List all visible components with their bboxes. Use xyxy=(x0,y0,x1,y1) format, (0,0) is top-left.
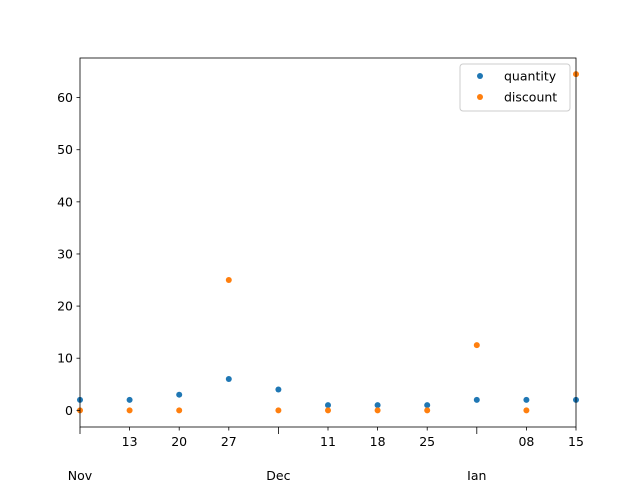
x-tick-label: 27 xyxy=(221,434,237,449)
x-tick-label: 18 xyxy=(370,434,386,449)
data-point-discount xyxy=(424,407,431,414)
x-month-label: Nov xyxy=(68,468,93,480)
x-tick-label: 15 xyxy=(568,434,584,449)
data-point-discount xyxy=(225,277,232,284)
data-point-quantity xyxy=(374,402,381,409)
data-point-quantity xyxy=(126,396,133,403)
legend-label: quantity xyxy=(504,69,557,84)
data-point-quantity xyxy=(523,396,530,403)
x-tick-label: 25 xyxy=(419,434,435,449)
y-tick-label: 60 xyxy=(57,90,73,105)
data-point-quantity xyxy=(424,402,431,409)
x-tick-label: 11 xyxy=(320,434,336,449)
x-tick-label: 13 xyxy=(122,434,138,449)
y-tick-label: 20 xyxy=(57,299,73,314)
data-point-quantity xyxy=(176,391,183,398)
x-tick-label: 08 xyxy=(518,434,534,449)
axes-frame xyxy=(79,57,577,428)
legend-label: discount xyxy=(504,90,557,105)
data-point-discount xyxy=(176,407,183,414)
data-points xyxy=(77,71,579,414)
legend-marker-discount xyxy=(477,94,483,100)
data-point-discount xyxy=(126,407,133,414)
y-tick-label: 0 xyxy=(65,403,73,418)
y-tick-label: 50 xyxy=(57,142,73,157)
axes: 0 10 20 30 40 50 60 13 20 27 11 18 25 08 15 Nov Dec Jan xyxy=(57,57,584,480)
y-tick-label: 30 xyxy=(57,246,73,261)
data-point-quantity xyxy=(325,402,331,409)
data-point-quantity xyxy=(275,386,282,393)
data-point-discount xyxy=(473,342,480,349)
x-month-label: Dec xyxy=(266,468,290,480)
y-tick-label: 10 xyxy=(57,351,73,366)
data-point-discount xyxy=(374,407,381,414)
data-point-quantity xyxy=(225,376,232,383)
data-point-discount xyxy=(325,407,331,414)
legend: quantity discount xyxy=(459,63,571,112)
data-point-discount xyxy=(523,407,530,414)
data-point-quantity xyxy=(473,396,480,403)
y-tick-label: 40 xyxy=(57,194,73,209)
x-month-label: Jan xyxy=(466,468,486,480)
legend-marker-quantity xyxy=(477,73,483,79)
data-point-discount xyxy=(275,407,282,414)
legend-box xyxy=(459,63,571,112)
x-tick-label: 20 xyxy=(171,434,187,449)
